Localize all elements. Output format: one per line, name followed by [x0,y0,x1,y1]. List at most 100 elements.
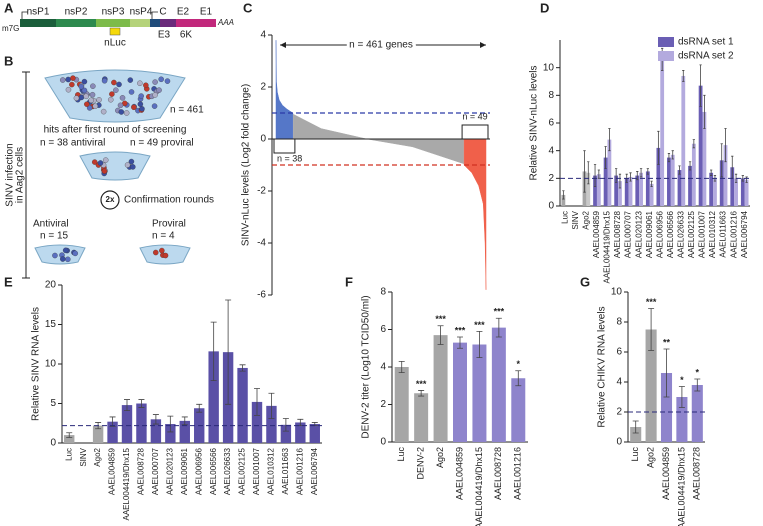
bar [596,174,601,206]
bar [136,403,147,443]
dot [72,250,78,257]
panel-letter: D [540,0,549,15]
x-tick-label: AAEL010312 [708,210,717,258]
waterfall-area [275,40,294,140]
dot [97,160,104,166]
x-tick-label: Luc [560,211,569,224]
y-tick-label: 10 [543,62,555,73]
x-tick-label: Luc [630,447,640,462]
bracket [22,71,30,279]
dot [59,77,66,83]
y-tick-label: -4 [257,238,266,249]
y-tick-label: -6 [257,290,266,301]
dot [156,87,162,93]
gene-label: 6K [180,30,193,41]
x-tick-label: AAEL006956 [655,210,664,258]
error-bar [699,64,702,107]
error-bar [648,308,655,351]
x-tick-label: AAEL004859 [108,447,117,495]
dot [111,79,117,86]
y-tick-label: 4 [260,30,266,41]
error-bar [615,168,618,183]
count-label: n = 461 [170,105,204,116]
y-tick-label: 10 [611,287,623,298]
x-tick-label: AAEL004859 [454,447,464,500]
dot [102,157,109,163]
bar [179,420,190,443]
gene-label: nsP3 [102,7,125,18]
dot [109,91,115,97]
error-bar [646,168,649,175]
x-tick-label: AAEL001216 [729,210,738,258]
dot [81,87,88,94]
x-tick-label: AAEL004859 [592,210,601,258]
promoter-arrow [21,11,28,19]
gene-label: C [159,7,166,18]
x-tick-label: AAEL009061 [645,210,654,258]
error-bar [583,150,586,193]
bowl [44,69,186,123]
dot [90,83,96,89]
x-tick-label: AAEL002125 [238,447,247,495]
error-bar [476,330,483,359]
x-tick-label: AAEL000707 [624,210,633,258]
panel-letter: B [4,53,13,68]
dot [91,159,98,165]
annotation-box [461,124,489,140]
error-bar [720,143,723,178]
bar [649,183,654,206]
x-tick-label: AAEL026633 [676,210,685,258]
y-tick-label: 0 [616,437,622,448]
bar [92,425,104,443]
error-bar [671,150,674,160]
bar [394,367,409,442]
y-axis-label: Relative SINV RNA levels [31,307,42,421]
dot [60,256,66,262]
bar [618,181,622,206]
genome-segment [130,19,150,27]
genome-segment [20,19,56,27]
panel-letter: A [4,0,14,15]
error-bar [703,94,706,129]
bar [639,172,643,206]
y-tick-label: 2 [380,399,386,410]
annotation-box [273,138,296,154]
bar [280,424,292,443]
error-bar [437,325,444,345]
dot [73,95,80,101]
y-tick-label: 0 [260,134,266,145]
dot [164,78,171,84]
significance-label: * [517,359,521,369]
dot [138,93,144,99]
genome-segment [160,19,176,27]
dot [143,82,149,89]
x-tick-label: AAEL006566 [209,447,218,495]
x-tick-label: DENV-2 [416,447,426,480]
bar [614,175,619,206]
x-tick-label: AAEL004419/Dhx15 [122,447,131,520]
bar [660,373,673,442]
y-tick-label: 2 [260,82,266,93]
legend-swatch [658,37,674,47]
bar [624,178,629,206]
y-axis-label: Relative CHIKV RNA levels [597,306,608,427]
genome-diagram: m7G AAA nsP1 nsP2 nsP3 nsP4 C E2 E1 E3 6… [2,7,234,49]
bar [295,422,306,443]
error-bar [152,414,159,425]
bar [64,435,75,443]
bar [667,157,671,206]
x-tick-label: AAEL001216 [295,447,304,495]
cap-label: m7G [2,24,19,33]
error-bar [682,70,685,82]
genome-segment [56,19,96,27]
tail-label: AAA [217,18,234,27]
x-tick-label: AAEL000707 [151,447,160,495]
bar [561,194,566,206]
bar [645,171,650,206]
significance-label: ** [663,337,671,347]
x-tick-label: AAEL020123 [165,447,174,495]
dot [83,93,89,100]
dot [131,104,137,111]
gene-label: E1 [200,7,213,18]
x-tick-label: Luc [64,448,73,461]
